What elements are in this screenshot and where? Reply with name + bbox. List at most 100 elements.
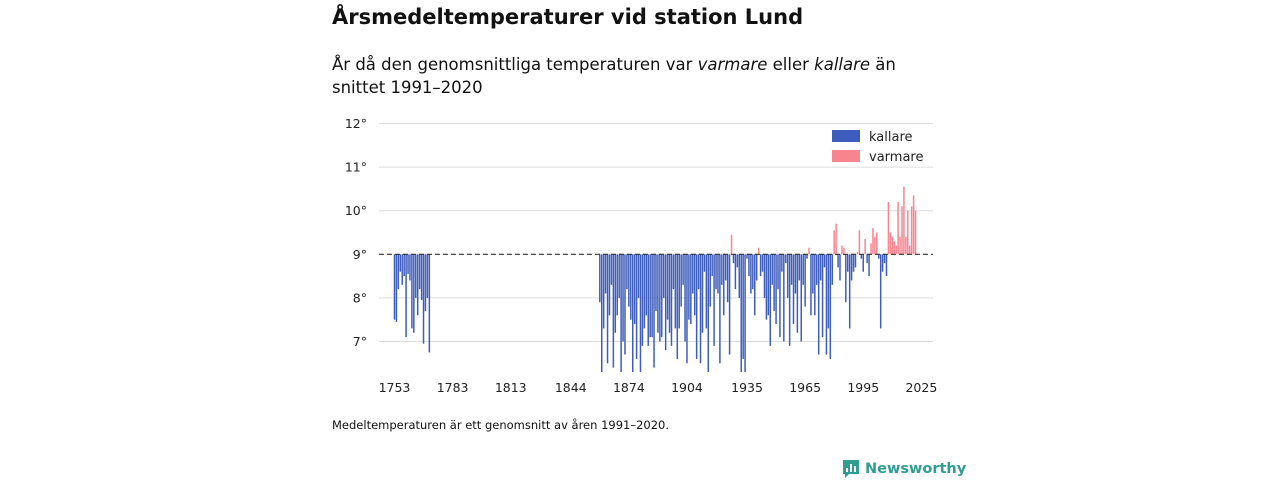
bar-cold-1878 bbox=[635, 254, 638, 359]
bar-cold-1888 bbox=[655, 254, 657, 311]
bar-cold-1997 bbox=[866, 254, 868, 264]
bar-cold-1971 bbox=[816, 254, 818, 285]
bar-cold-1879 bbox=[637, 254, 640, 298]
brand-name: Newsworthy bbox=[865, 461, 967, 477]
bar-warm-2018 bbox=[907, 210, 909, 255]
bar-cold-1866 bbox=[612, 254, 615, 368]
legend-label-warm: varmare bbox=[869, 150, 923, 165]
bar-warm-2014 bbox=[899, 236, 901, 255]
bar-cold-1953 bbox=[781, 254, 783, 272]
bar-cold-1883 bbox=[645, 254, 648, 316]
x-tick-label: 1965 bbox=[789, 380, 821, 395]
bar-warm-2019 bbox=[908, 245, 911, 255]
bar-warm-1999 bbox=[870, 243, 872, 255]
bar-cold-1770 bbox=[426, 254, 429, 298]
x-tick-label: 1874 bbox=[613, 380, 645, 395]
bar-cold-1764 bbox=[415, 254, 417, 298]
bar-cold-1914 bbox=[705, 254, 708, 329]
bar-cold-1859 bbox=[599, 254, 601, 303]
bar-warm-2015 bbox=[901, 206, 903, 255]
bar-cold-1892 bbox=[662, 254, 665, 298]
bar-cold-1754 bbox=[395, 254, 398, 322]
bar-cold-1957 bbox=[788, 254, 791, 346]
bar-cold-1975 bbox=[823, 254, 826, 268]
bar-cold-1767 bbox=[420, 254, 423, 301]
bar-cold-1862 bbox=[604, 254, 607, 294]
bar-cold-1926 bbox=[728, 254, 731, 355]
bar-cold-1950 bbox=[775, 254, 777, 325]
bar-cold-1920 bbox=[717, 254, 719, 294]
bar-warm-2011 bbox=[893, 241, 895, 255]
bar-cold-1924 bbox=[724, 254, 727, 281]
bar-cold-1868 bbox=[616, 254, 618, 316]
bar-cold-1921 bbox=[719, 254, 721, 364]
bar-cold-1968 bbox=[810, 254, 812, 316]
bar-warm-2012 bbox=[895, 245, 897, 255]
x-tick-label: 1995 bbox=[847, 380, 879, 395]
subtitle-cold-word: kallare bbox=[814, 55, 871, 74]
y-axis-ticks: 7° 8° 9° 10° 11° 12° bbox=[345, 116, 367, 349]
bar-cold-1928 bbox=[732, 254, 735, 264]
bar-warm-2021 bbox=[912, 195, 915, 255]
bar-cold-1912 bbox=[701, 254, 704, 333]
bar-cold-1887 bbox=[653, 254, 655, 368]
x-tick-label: 2025 bbox=[905, 380, 937, 395]
newsworthy-brand: Newsworthy bbox=[842, 459, 966, 479]
bar-cold-1881 bbox=[641, 254, 644, 346]
bar-cold-1961 bbox=[796, 254, 799, 333]
bar-cold-1955 bbox=[785, 254, 787, 264]
bar-cold-1972 bbox=[817, 254, 820, 355]
bar-cold-1922 bbox=[721, 254, 723, 285]
bar-cold-1860 bbox=[600, 254, 603, 372]
legend-label-cold: kallare bbox=[869, 130, 913, 145]
bar-cold-1935 bbox=[746, 254, 748, 259]
legend-swatch-warm bbox=[832, 150, 860, 162]
bar-cold-1930 bbox=[736, 254, 739, 268]
bar-cold-1757 bbox=[401, 254, 403, 285]
y-tick-label: 10° bbox=[345, 203, 367, 218]
bar-cold-1940 bbox=[755, 254, 758, 281]
bar-warm-2008 bbox=[887, 201, 890, 255]
y-tick-label: 8° bbox=[353, 290, 367, 305]
subtitle-warm-word: varmare bbox=[697, 55, 768, 74]
bar-cold-1755 bbox=[397, 254, 400, 290]
bar-cold-1771 bbox=[428, 254, 431, 353]
bar-cold-1946 bbox=[767, 254, 770, 316]
y-tick-label: 11° bbox=[345, 160, 367, 175]
bar-cold-1987 bbox=[847, 254, 849, 272]
y-tick-label: 12° bbox=[345, 116, 367, 131]
x-tick-label: 1753 bbox=[379, 380, 411, 395]
bar-cold-1963 bbox=[800, 254, 802, 342]
bar-cold-2005 bbox=[881, 254, 884, 272]
subtitle-pre: År då den genomsnittliga temperaturen va… bbox=[332, 55, 698, 74]
x-tick-label: 1935 bbox=[731, 380, 763, 395]
bar-cold-1983 bbox=[839, 254, 841, 281]
bar-cold-1919 bbox=[715, 254, 717, 290]
bar-cold-1934 bbox=[744, 254, 746, 372]
bar-cold-1898 bbox=[674, 254, 677, 329]
bar-cold-1942 bbox=[759, 254, 762, 277]
bar-cold-1769 bbox=[424, 254, 427, 311]
x-tick-label: 1904 bbox=[671, 380, 703, 395]
bar-cold-1974 bbox=[821, 254, 824, 338]
y-tick-label: 9° bbox=[353, 247, 367, 262]
bar-cold-1766 bbox=[418, 254, 421, 290]
bar-cold-1952 bbox=[779, 254, 781, 338]
bar-cold-1905 bbox=[688, 254, 690, 320]
bar-cold-1954 bbox=[783, 254, 785, 342]
bar-cold-1763 bbox=[413, 254, 415, 333]
y-tick-label: 7° bbox=[353, 334, 367, 349]
bar-cold-1994 bbox=[860, 254, 863, 259]
bar-cold-1903 bbox=[684, 254, 686, 342]
bar-warm-1980 bbox=[833, 230, 835, 255]
bar-cold-1889 bbox=[657, 254, 659, 333]
chart-title: Årsmedeltemperaturer vid station Lund bbox=[332, 5, 804, 29]
bar-cold-1886 bbox=[651, 254, 653, 338]
bar-cold-1865 bbox=[610, 254, 613, 285]
bar-cold-1753 bbox=[393, 254, 396, 320]
bar-cold-1959 bbox=[792, 254, 795, 325]
bar-cold-1874 bbox=[628, 254, 630, 307]
bar-warm-1985 bbox=[843, 247, 845, 255]
bar-cold-1966 bbox=[806, 254, 808, 259]
